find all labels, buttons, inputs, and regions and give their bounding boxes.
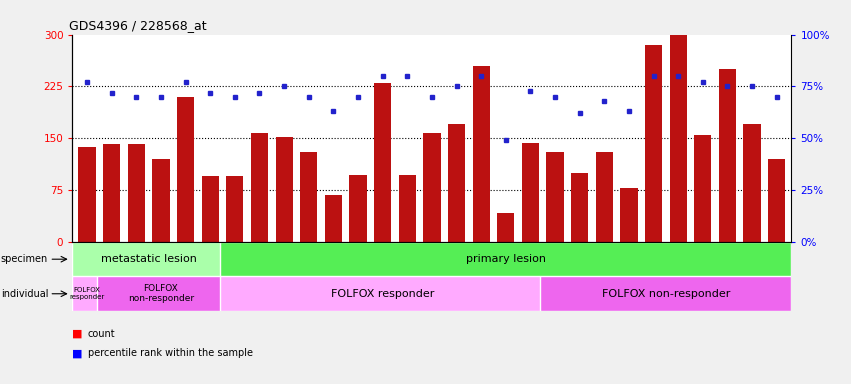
Text: ■: ■ [72, 348, 83, 358]
Bar [350, 175, 367, 242]
Bar [694, 135, 711, 242]
Bar [768, 159, 785, 242]
Bar [177, 97, 194, 242]
Bar [202, 176, 219, 242]
Bar [220, 276, 545, 311]
Bar [276, 137, 293, 242]
Text: FOLFOX
responder: FOLFOX responder [70, 287, 105, 300]
Text: specimen: specimen [1, 254, 49, 264]
Text: FOLFOX responder: FOLFOX responder [331, 289, 434, 299]
Bar [620, 188, 637, 242]
Bar [128, 144, 145, 242]
Bar [497, 213, 514, 242]
Bar [152, 159, 169, 242]
Bar [220, 242, 791, 276]
Bar [398, 175, 416, 242]
Bar [571, 173, 588, 242]
Text: metastatic lesion: metastatic lesion [100, 254, 197, 264]
Bar [670, 35, 687, 242]
Bar [540, 276, 791, 311]
Text: count: count [88, 329, 115, 339]
Text: ■: ■ [72, 329, 83, 339]
Text: percentile rank within the sample: percentile rank within the sample [88, 348, 253, 358]
Bar [719, 69, 736, 242]
Bar [78, 147, 95, 242]
Bar [103, 144, 120, 242]
Bar [251, 133, 268, 242]
Bar [423, 133, 441, 242]
Text: individual: individual [1, 289, 49, 299]
Text: FOLFOX
non-responder: FOLFOX non-responder [128, 284, 194, 303]
Bar [300, 152, 317, 242]
Text: GDS4396 / 228568_at: GDS4396 / 228568_at [69, 19, 206, 32]
Bar [226, 176, 243, 242]
Bar [522, 143, 539, 242]
Bar [645, 45, 662, 242]
Text: primary lesion: primary lesion [465, 254, 545, 264]
Text: FOLFOX non-responder: FOLFOX non-responder [602, 289, 730, 299]
Bar [97, 276, 225, 311]
Bar [374, 83, 391, 242]
Bar [546, 152, 563, 242]
Bar [472, 66, 490, 242]
Bar [72, 276, 102, 311]
Bar [325, 195, 342, 242]
Bar [72, 242, 225, 276]
Bar [448, 124, 465, 242]
Bar [744, 124, 761, 242]
Bar [596, 152, 613, 242]
